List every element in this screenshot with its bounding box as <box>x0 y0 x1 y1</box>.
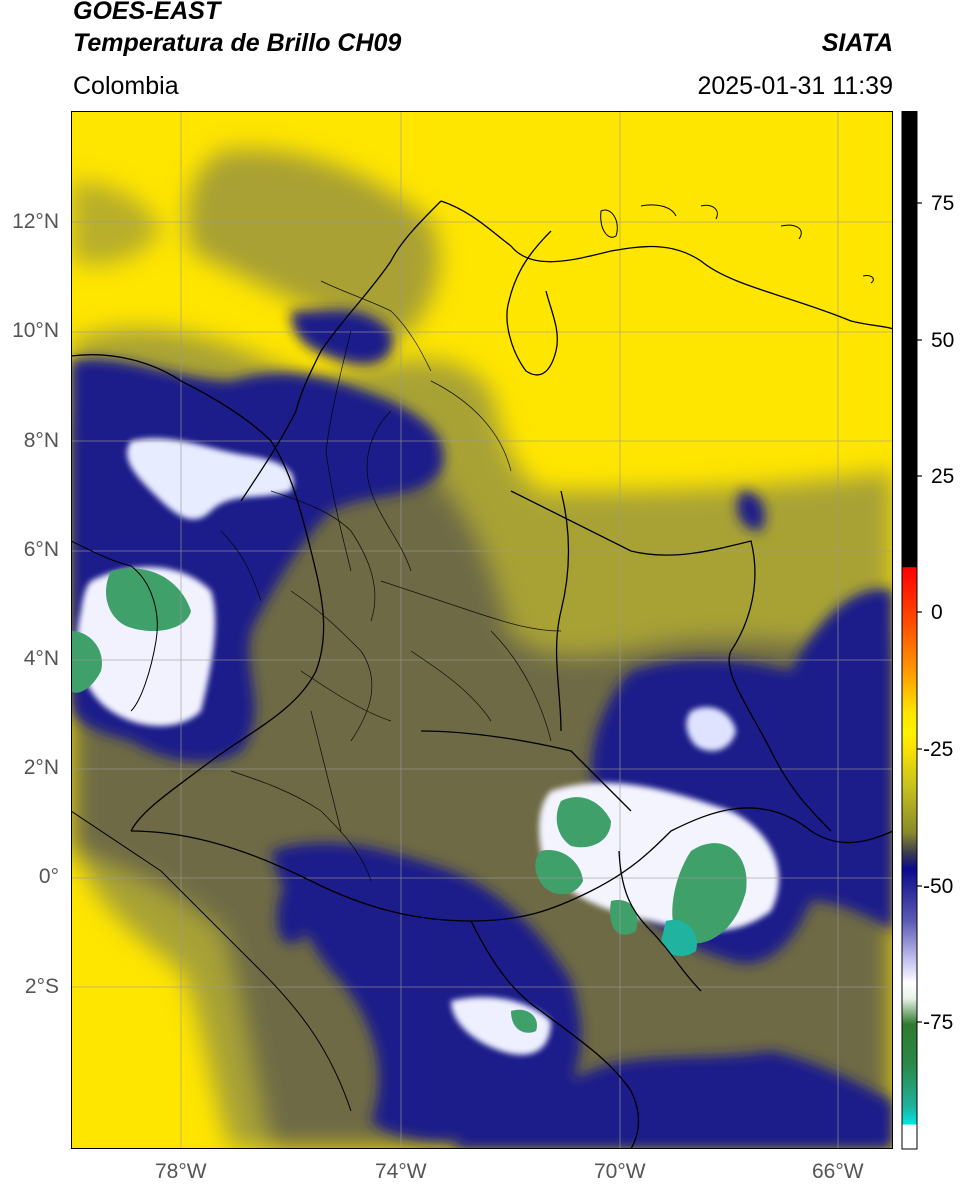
lat-label-8n: 8°N <box>23 429 59 452</box>
region-label: Colombia <box>73 72 179 100</box>
lon-label-78w: 78°W <box>155 1160 207 1183</box>
colorbar-label-minus25: -25 <box>923 738 954 761</box>
lat-label-2s: 2°S <box>24 975 59 998</box>
product-title: Temperatura de Brillo CH09 <box>73 29 402 57</box>
lat-label-2n: 2°N <box>23 756 59 779</box>
colorbar-label-50: 50 <box>931 329 955 352</box>
lat-label-4n: 4°N <box>23 647 59 670</box>
lon-label-70w: 70°W <box>594 1160 646 1183</box>
lat-label-6n: 6°N <box>23 538 59 561</box>
colorbar-label-0: 0 <box>931 601 943 624</box>
gridlines <box>71 111 893 1149</box>
colorbar-gradient <box>901 111 918 1150</box>
lat-label-12n: 12°N <box>12 210 59 233</box>
colorbar-label-25: 25 <box>931 465 955 488</box>
colorbar-label-75: 75 <box>931 192 955 215</box>
satellite-title: GOES-EAST <box>73 0 221 25</box>
lat-label-10n: 10°N <box>12 319 59 342</box>
colorbar-label-minus75: -75 <box>923 1011 954 1034</box>
timestamp-label: 2025-01-31 11:39 <box>697 72 893 100</box>
country-borders <box>71 200 893 1149</box>
lon-label-66w: 66°W <box>812 1160 864 1183</box>
agency-label: SIATA <box>821 29 893 57</box>
temperature-colorbar <box>901 111 922 1150</box>
colorbar-label-minus50: -50 <box>923 875 954 898</box>
brightness-temperature-map <box>71 111 893 1149</box>
lat-label-0: 0° <box>38 865 59 888</box>
lon-label-74w: 74°W <box>375 1160 427 1183</box>
department-borders <box>220 280 562 882</box>
